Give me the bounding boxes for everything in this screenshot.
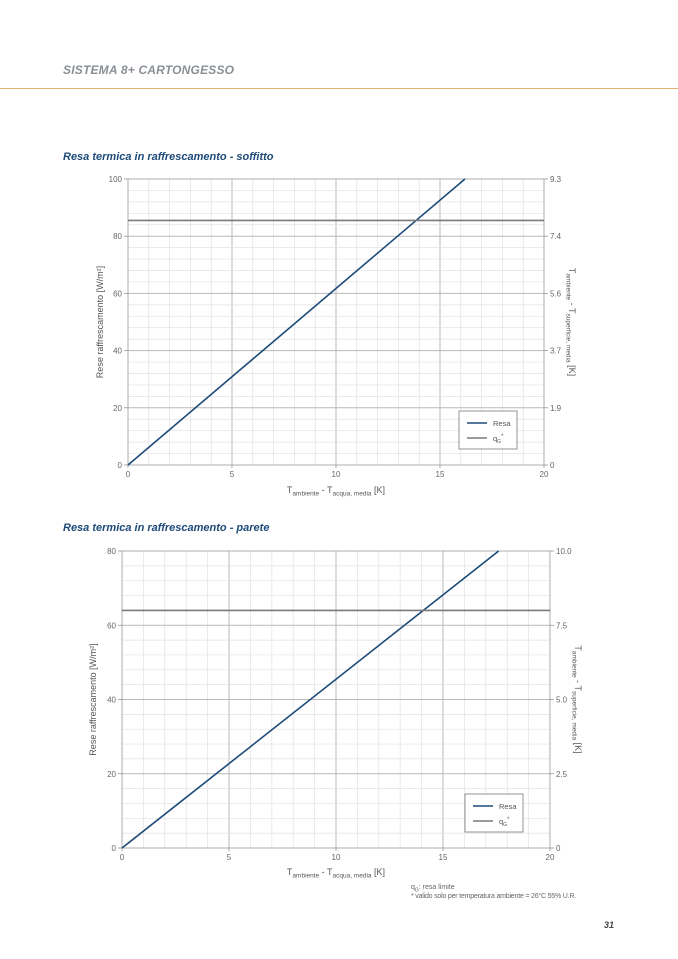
c2-x-axis-label-part-4: [K] [372,867,386,877]
c2-ytick-label-1: 20 [107,770,116,779]
c1-y2-axis-label-part-0: T [567,268,577,274]
c1-x-axis-label-part-3: acqua, media [333,491,372,498]
c1-x-axis-label-part-0: T [287,485,293,495]
c2-y2-axis-label-part-0: T [573,645,583,651]
c2-legend-box [464,793,524,833]
c2-legend-label-1-name: q [499,817,503,826]
c1-legend-box [458,410,518,450]
c1-y2tick-label-4: 7.4 [550,232,562,241]
c1-legend-label-0: Resa [493,419,511,428]
c2-legend-label-1-sub: G [503,822,507,828]
c2-ytick-label-2: 40 [107,696,116,705]
header-divider [0,88,678,89]
c1-y2tick-label-3: 5.6 [550,289,562,298]
c2-y2-axis-label-part-2: - T [573,678,583,692]
c1-y-axis-label: Rese raffrescamento [W/m²] [95,266,105,378]
c2-y2tick-label-0: 0 [556,844,561,853]
footnote-resa-limite: qG: resa limite [411,884,455,893]
footnote-q-rest: : resa limite [418,884,455,891]
c1-y2tick-label-1: 1.9 [550,404,562,413]
c1-y2tick-label-5: 9.3 [550,175,562,184]
c2-y2tick-label-3: 7.5 [556,621,568,630]
footnote-q: q [411,884,415,891]
page-number: 31 [604,920,615,930]
c1-legend-label-1-sup: * [501,434,504,440]
c2-y2tick-label-1: 2.5 [556,770,568,779]
c2-ytick-label-3: 60 [107,621,116,630]
c2-legend-label-1: qG* [499,817,510,828]
c2-ytick-label-4: 80 [107,547,116,556]
c2-y2-axis-label-part-4: [K] [573,740,583,754]
c2-x-axis-label-part-0: T [287,867,293,877]
c2-x-axis-label-part-3: acqua, media [333,873,372,880]
c1-legend-label-1-sub: G [497,439,501,445]
footnote-validity: * valido solo per temperatura ambiente =… [411,893,576,900]
c2-legend-label-0: Resa [499,802,517,811]
c1-xtick-label-1: 5 [230,470,235,479]
c1-series-line-0 [127,178,466,466]
c2-y2-axis-label: Tambiente - Tsuperficie, media [K] [571,645,584,753]
c1-legend-label-1: qG* [493,434,504,445]
c2-xtick-label-4: 20 [546,853,555,862]
c1-xtick-label-2: 10 [332,470,341,479]
c1-xtick-label-3: 15 [436,470,445,479]
c1-legend-label-0-name: Resa [493,419,511,428]
c1-x-axis-label-part-1: ambiente [292,491,319,498]
c2-y-axis-label: Rese raffrescamento [W/m²] [88,643,98,755]
c1-y2tick-label-0: 0 [550,461,555,470]
c2-y2tick-label-4: 10.0 [556,547,572,556]
c1-y2-axis-label: Tambiente - Tsuperficie, media [K] [565,268,578,376]
c2-ytick-label-0: 0 [112,844,117,853]
footnote-q-sub: G [414,887,419,894]
c2-y2-axis-label-part-1: ambiente [571,651,578,678]
c2-legend-label-1-sup: * [507,817,510,823]
c1-x-axis-label-part-4: [K] [372,485,386,495]
c1-y2-axis-label-part-1: ambiente [565,273,572,300]
chart-title-soffitto: Resa termica in raffrescamento - soffitt… [63,151,274,163]
c1-x-axis-label-part-2: - T [319,485,333,495]
c1-y2-axis-label-part-4: [K] [567,363,577,377]
c2-legend-label-0-name: Resa [499,802,517,811]
c2-xtick-label-2: 10 [332,853,341,862]
c2-x-axis-label-part-2: - T [319,867,333,877]
c1-y2tick-label-2: 3.7 [550,347,562,356]
c1-ytick-label-0: 0 [118,461,123,470]
c2-xtick-label-1: 5 [227,853,232,862]
c1-ytick-label-2: 40 [113,347,122,356]
c1-y2-axis-label-part-3: superficie, media [565,313,572,363]
c1-ytick-label-4: 80 [113,232,122,241]
page-header-title: SISTEMA 8+ CARTONGESSO [63,63,235,77]
c1-ytick-label-5: 100 [109,175,123,184]
c2-series-line-0 [121,550,500,849]
c1-ytick-label-3: 60 [113,289,122,298]
c2-x-axis-label-part-1: ambiente [292,873,319,880]
c2-x-axis-label: Tambiente - Tacqua, media [K] [287,867,385,880]
c1-xtick-label-4: 20 [540,470,549,479]
c1-x-axis-label: Tambiente - Tacqua, media [K] [287,485,385,498]
c2-xtick-label-0: 0 [120,853,125,862]
chart-title-parete: Resa termica in raffrescamento - parete [63,522,270,534]
c1-y2-axis-label-part-2: - T [567,300,577,314]
c1-grid [128,179,544,465]
c2-y2tick-label-2: 5.0 [556,696,568,705]
c2-y2-axis-label-part-3: superficie, media [571,691,578,741]
c1-legend-label-1-name: q [493,434,497,443]
c2-xtick-label-3: 15 [439,853,448,862]
c1-xtick-label-0: 0 [126,470,131,479]
c1-ytick-label-1: 20 [113,404,122,413]
